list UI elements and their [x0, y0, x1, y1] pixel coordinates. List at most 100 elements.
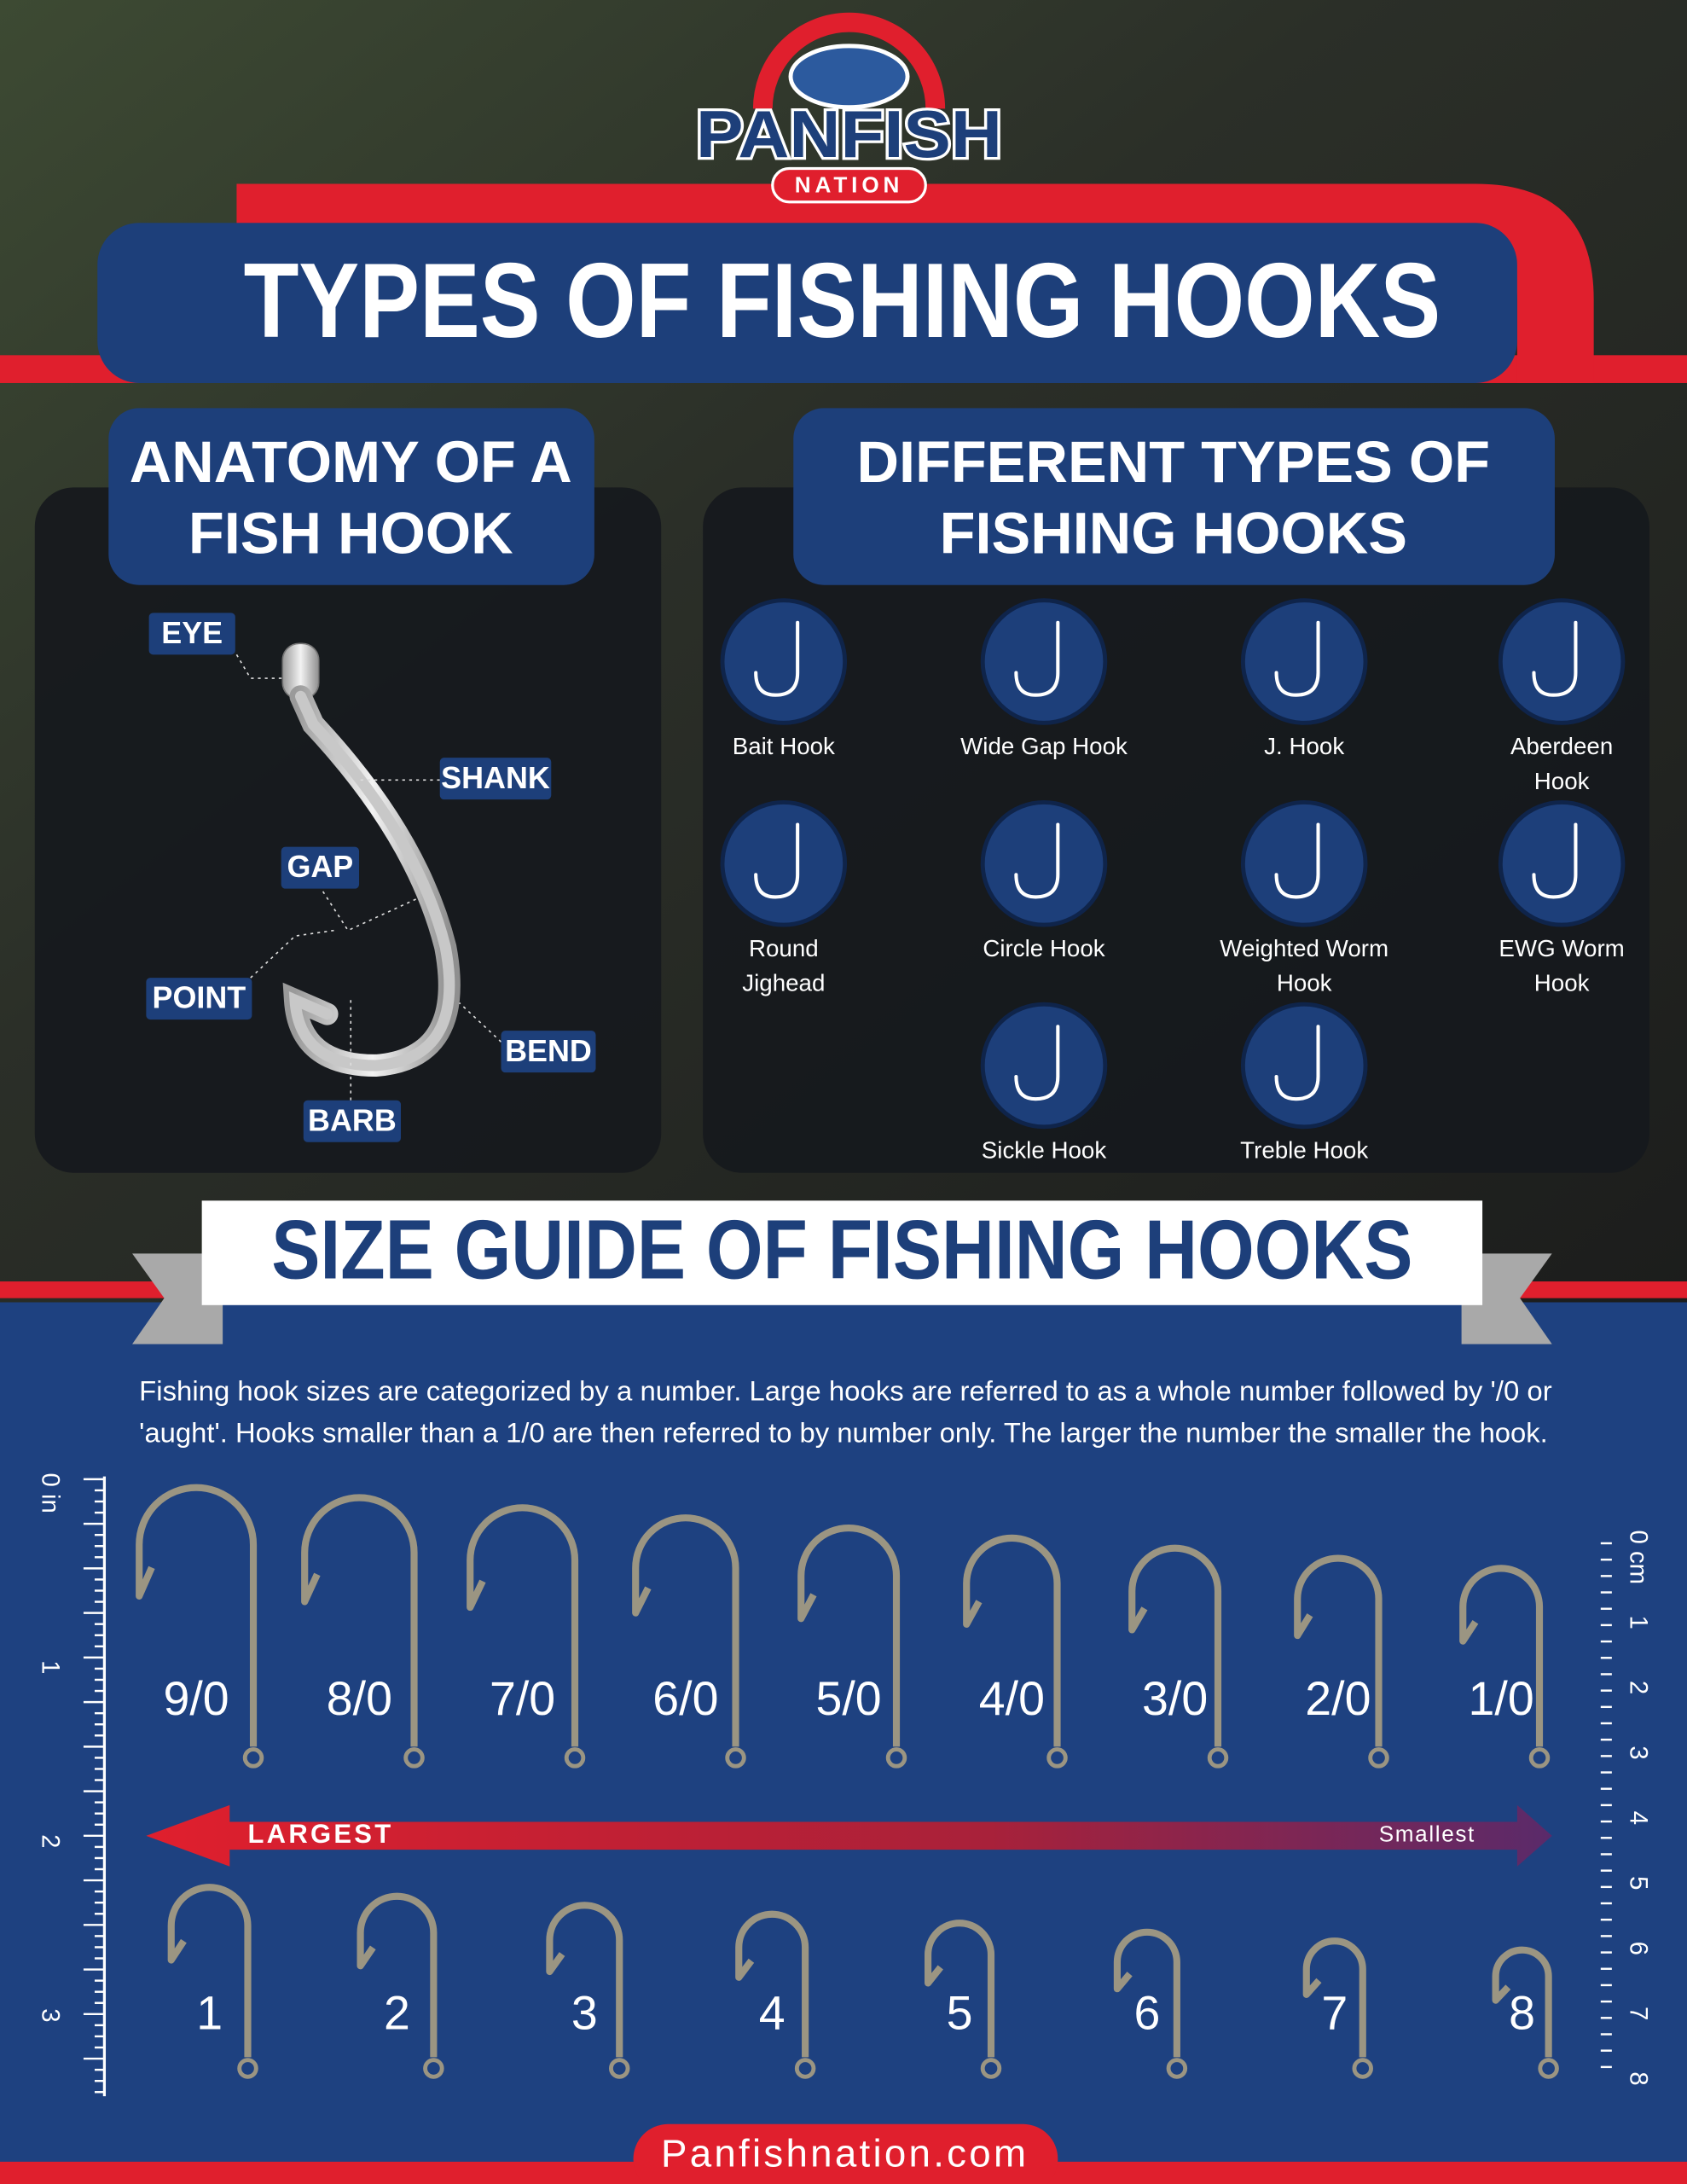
hook-drawing	[1302, 1937, 1366, 2058]
type-name: Wide Gap Hook	[960, 733, 1128, 759]
type-icon	[980, 1002, 1108, 1130]
hook-size: 7	[1321, 1987, 1348, 2040]
cm-label: 8	[1624, 2071, 1652, 2085]
label-box	[146, 978, 252, 1020]
hook-drawing	[167, 1884, 252, 2058]
type-name: J. Hook	[1264, 733, 1344, 759]
hook-drawing	[797, 1525, 901, 1747]
logo-sub: NATION	[795, 172, 904, 198]
hook-eye	[1166, 2058, 1188, 2079]
hook-size: 4	[759, 1987, 786, 2040]
anatomy-hook	[281, 642, 461, 1077]
type-icon-hook	[1014, 620, 1060, 697]
hook-eye	[564, 1747, 586, 1769]
label-box	[439, 758, 552, 800]
hook-size: 1	[196, 1987, 223, 2040]
footer-url[interactable]: Panfishnation.com	[661, 2131, 1029, 2175]
hook-size: 9/0	[164, 1672, 229, 1725]
hook-drawing	[467, 1504, 579, 1747]
type-icon-hook	[754, 620, 800, 697]
type-icon	[1498, 598, 1626, 725]
type-icon	[720, 598, 848, 725]
ribbon-tail	[132, 1253, 223, 1345]
hook-drawing	[963, 1534, 1061, 1747]
logo-fish	[788, 44, 910, 110]
description: 'aught'. Hooks smaller than a 1/0 are th…	[139, 1416, 1548, 1448]
type-icon-hook	[1274, 1025, 1320, 1101]
hook-eye	[1528, 1747, 1551, 1769]
hook-size: 5	[947, 1987, 973, 2040]
hook-eye	[242, 1747, 264, 1769]
hook-eye	[885, 1747, 907, 1769]
hook-eye	[423, 2058, 444, 2079]
types-heading-box	[793, 408, 1555, 585]
type-icon-hook	[1274, 620, 1320, 697]
type-name: Treble Hook	[1240, 1137, 1368, 1164]
type-icon-hook	[1532, 620, 1578, 697]
hook-drawing	[1492, 1946, 1552, 2058]
hook-types: Bait Hook Wide Gap Hook J. Hook Aberdeen Hoo…	[720, 598, 1626, 1164]
type-icon	[1240, 598, 1368, 725]
description: Fishing hook sizes are categorized by a …	[139, 1374, 1552, 1406]
anatomy-labels: EYE SHANK GAP POINT BEND BARB	[146, 613, 596, 1142]
hook-eye	[980, 2058, 1002, 2079]
cm-label: 6	[1624, 1942, 1652, 1955]
hook-eye	[1352, 2058, 1373, 2079]
anatomy-heading-box	[108, 408, 594, 585]
label-box	[148, 613, 235, 655]
arrow-left-label: LARGEST	[247, 1819, 393, 1849]
hook-size: 7/0	[490, 1672, 555, 1725]
ribbon-tail	[1461, 1253, 1552, 1345]
title-banner	[97, 223, 1517, 383]
anatomy-label: BARB	[308, 1102, 397, 1137]
hook-eye	[1207, 1747, 1229, 1769]
hook-size: 4/0	[979, 1672, 1045, 1725]
type-name: Hook	[1534, 970, 1590, 996]
cm-label: 3	[1624, 1745, 1652, 1759]
hook-drawing	[632, 1514, 739, 1747]
hook-drawing	[546, 1902, 623, 2058]
type-name: Weighted Worm	[1220, 935, 1388, 961]
inch-label: 1	[36, 1660, 64, 1674]
cm-label: 5	[1624, 1876, 1652, 1890]
type-name: Jighead	[742, 970, 825, 996]
anatomy-label: SHANK	[441, 760, 550, 795]
type-name: Sickle Hook	[982, 1137, 1107, 1164]
label-box	[281, 846, 360, 889]
hook-size: 3/0	[1142, 1672, 1208, 1725]
hook-size: 6/0	[652, 1672, 718, 1725]
rulers: 0 in 1 2 3 0 cm 1 2 3 4 5 6 7 8	[36, 1473, 1652, 2097]
anatomy-heading: FISH HOOK	[188, 500, 513, 566]
logo-pill	[771, 166, 927, 204]
anatomy-label: BEND	[505, 1033, 592, 1068]
cm-label: 0 cm	[1624, 1530, 1652, 1584]
types-heading: DIFFERENT TYPES OF	[857, 429, 1490, 495]
hook-eye	[237, 2058, 258, 2079]
hook-eye	[403, 1747, 425, 1769]
type-icon-hook	[1014, 822, 1060, 899]
type-icon-hook	[754, 822, 800, 899]
type-name: Hook	[1277, 970, 1332, 996]
type-icon-hook	[1274, 822, 1320, 899]
type-icon	[1240, 1002, 1368, 1130]
hook-eye	[725, 1747, 746, 1769]
type-name: Round	[749, 935, 819, 961]
anatomy-label: GAP	[287, 849, 353, 884]
hook-size: 1/0	[1469, 1672, 1534, 1725]
inch-label: 0 in	[36, 1473, 64, 1513]
type-name: Hook	[1534, 768, 1590, 794]
cm-label: 2	[1624, 1681, 1652, 1694]
anatomy-heading: ANATOMY OF A	[130, 429, 572, 495]
hook-drawing	[735, 1910, 809, 2058]
anatomy-label: EYE	[161, 615, 223, 650]
inch-label: 2	[36, 1834, 64, 1848]
label-box	[501, 1031, 596, 1073]
hook-size: 3	[571, 1987, 598, 2040]
hook-eye	[1046, 1747, 1068, 1769]
label-box	[303, 1100, 402, 1142]
logo-name: PANFISH	[696, 96, 1002, 171]
size-arrow	[146, 1804, 1552, 1867]
types-panel	[703, 487, 1649, 1173]
hook-eye	[794, 2058, 816, 2079]
